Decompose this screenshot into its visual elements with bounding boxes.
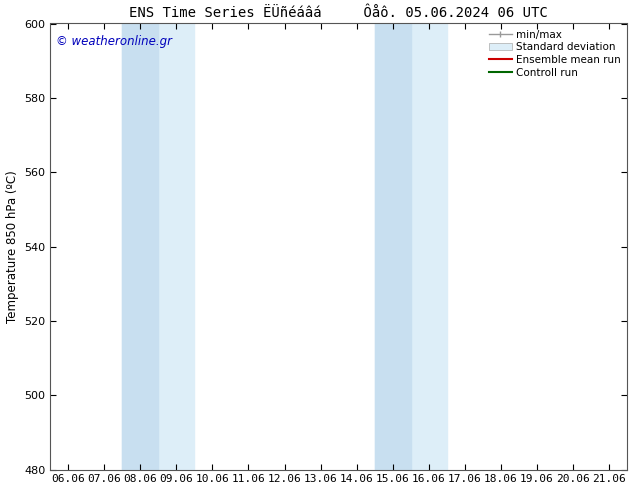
Title: ENS Time Series ËÜñéáâá     Ôåô. 05.06.2024 06 UTC: ENS Time Series ËÜñéáâá Ôåô. 05.06.2024 … xyxy=(129,5,548,20)
Bar xyxy=(375,24,411,469)
Bar xyxy=(122,24,195,469)
Y-axis label: Temperature 850 hPa (ºC): Temperature 850 hPa (ºC) xyxy=(6,170,18,323)
Bar xyxy=(122,24,158,469)
Legend: min/max, Standard deviation, Ensemble mean run, Controll run: min/max, Standard deviation, Ensemble me… xyxy=(486,26,624,81)
Text: © weatheronline.gr: © weatheronline.gr xyxy=(56,35,172,48)
Bar xyxy=(375,24,447,469)
